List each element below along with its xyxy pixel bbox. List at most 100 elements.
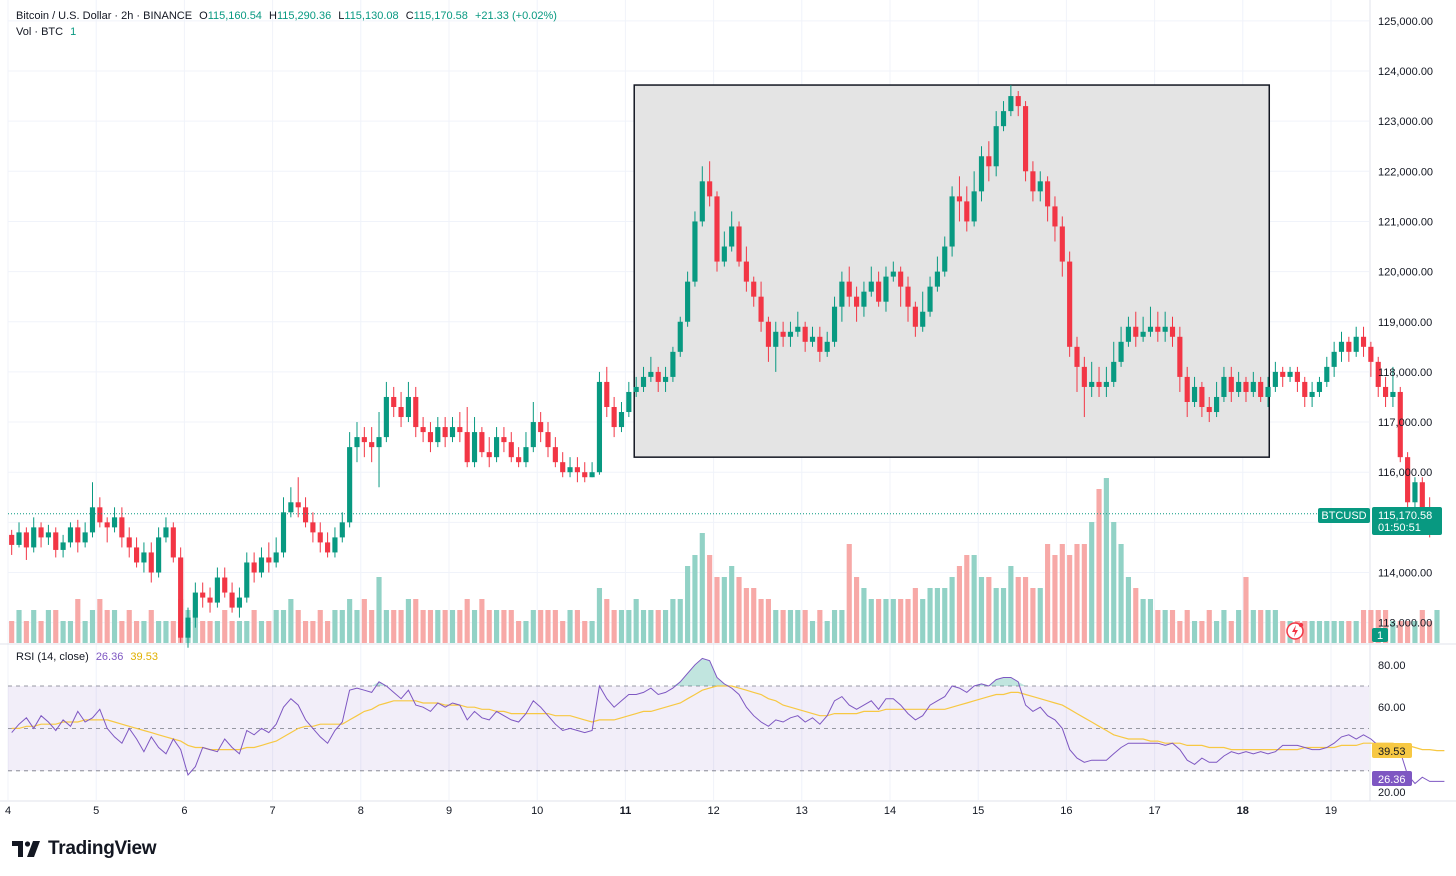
volume-bar: [795, 610, 801, 643]
tradingview-logo[interactable]: TradingView: [12, 838, 157, 860]
time-axis[interactable]: 4 5 6 7 8 9 10 11 12 13 14 15 16 17 18 19: [5, 805, 1337, 817]
volume-bar: [699, 533, 705, 643]
vol-badge-value: 1: [1377, 630, 1383, 642]
time-tick-label: 6: [181, 805, 187, 817]
candle-body: [427, 432, 434, 443]
time-tick-label: 11: [620, 805, 632, 817]
volume-bar: [1434, 610, 1440, 643]
candle-body: [530, 422, 536, 448]
rsi-badges: 39.53 26.36: [1372, 743, 1412, 786]
candle-body: [1302, 381, 1308, 397]
rsi-line: [11, 657, 1445, 785]
price-tick-label: 113,000.00: [1378, 618, 1432, 630]
candle-body: [795, 326, 801, 332]
volume-bar: [442, 610, 448, 643]
volume-bar: [626, 610, 632, 643]
volume-bar: [1309, 621, 1315, 643]
volume-bar: [920, 599, 926, 643]
price-axis[interactable]: 113,000.00114,000.00115,000.00116,000.00…: [1378, 16, 1433, 630]
volume-bar: [1059, 544, 1065, 643]
candle-body: [405, 396, 411, 418]
volume-bar: [369, 610, 375, 643]
volume-bar: [1427, 621, 1433, 643]
symbol-title[interactable]: Bitcoin / U.S. Dollar · 2h · BINANCE: [16, 10, 193, 22]
volume-bar: [471, 610, 478, 643]
candle-body: [391, 396, 397, 408]
candle-body: [1316, 381, 1323, 392]
time-tick-label: 5: [93, 805, 99, 817]
volume-bar: [670, 599, 676, 643]
candle-body: [31, 527, 37, 548]
volume-bar: [1103, 478, 1109, 643]
volume-bar: [1258, 610, 1264, 643]
time-tick-label: 18: [1237, 805, 1249, 817]
volume-bar: [1199, 621, 1205, 643]
volume-legend[interactable]: Vol · BTC 1: [16, 26, 80, 38]
rsi-overbought-fill: [672, 658, 732, 686]
price-tick-label: 116,000.00: [1378, 467, 1432, 479]
candle-body: [1169, 326, 1176, 337]
candle-body: [1280, 371, 1286, 377]
candle-body: [846, 281, 852, 297]
volume-bar: [1368, 610, 1374, 643]
symbol-header[interactable]: Bitcoin / U.S. Dollar · 2h · BINANCE O11…: [16, 10, 561, 22]
candle-body: [104, 522, 110, 528]
candle-body: [670, 351, 676, 377]
candle-body: [369, 442, 375, 448]
volume-bar: [420, 610, 426, 643]
volume-bar: [97, 599, 103, 643]
candle-body: [9, 534, 15, 545]
candle-body: [1324, 366, 1330, 382]
candle-body: [141, 552, 147, 563]
rsi-tick-label: 80.00: [1378, 660, 1406, 672]
volume-bar: [45, 610, 51, 643]
volume-bar: [685, 566, 691, 643]
candle-body: [1405, 457, 1411, 503]
volume-bar: [1250, 610, 1256, 643]
price-badge-price: 115,170.58: [1378, 510, 1432, 522]
candle-body: [545, 432, 551, 448]
volume-bar: [1096, 489, 1102, 643]
price-badge[interactable]: BTCUSD 115,170.58 01:50:51: [1318, 507, 1442, 535]
volume-bar: [38, 621, 44, 643]
candle-body: [582, 472, 588, 478]
candle-body: [1140, 331, 1146, 337]
candle-body: [1375, 361, 1381, 387]
candle-body: [560, 462, 566, 473]
candle-body: [604, 381, 610, 408]
volume-bar: [494, 610, 500, 643]
volume-bar: [1331, 621, 1337, 643]
candle-body: [1015, 96, 1021, 107]
volume-bar: [1000, 588, 1007, 643]
volume-bar: [898, 599, 904, 643]
ohlc-low: L115,130.08: [338, 10, 399, 22]
volume-bar: [229, 621, 235, 643]
volume-bar: [134, 621, 140, 643]
candle-body: [185, 617, 191, 638]
volume-bar: [560, 621, 566, 643]
candle-body: [332, 537, 338, 553]
candle-body: [82, 532, 88, 543]
rsi-ma-badge: 39.53: [1378, 746, 1406, 758]
rsi-overbought-fill: [988, 677, 1026, 686]
volume-bar: [1030, 588, 1036, 643]
candle-body: [295, 502, 301, 508]
candle-body: [729, 226, 735, 247]
candle-body: [317, 532, 323, 543]
candle-body: [1103, 381, 1109, 387]
candle-body: [1309, 391, 1315, 397]
volume-bar: [464, 599, 470, 643]
candle-body: [1030, 171, 1036, 192]
volume-bar: [89, 610, 96, 643]
price-tick-label: 114,000.00: [1378, 568, 1432, 580]
rsi-legend[interactable]: RSI (14, close) 26.36 39.53: [16, 651, 162, 663]
candle-body: [207, 597, 213, 603]
volume-bar: [236, 621, 243, 643]
time-tick-label: 9: [446, 805, 452, 817]
alert-icon[interactable]: [1286, 622, 1304, 640]
vol-badge: 1: [1372, 628, 1388, 642]
time-tick-label: 13: [796, 805, 808, 817]
price-tick-label: 124,000.00: [1378, 66, 1433, 78]
candle-body: [89, 507, 96, 533]
candle-body: [1390, 391, 1396, 397]
